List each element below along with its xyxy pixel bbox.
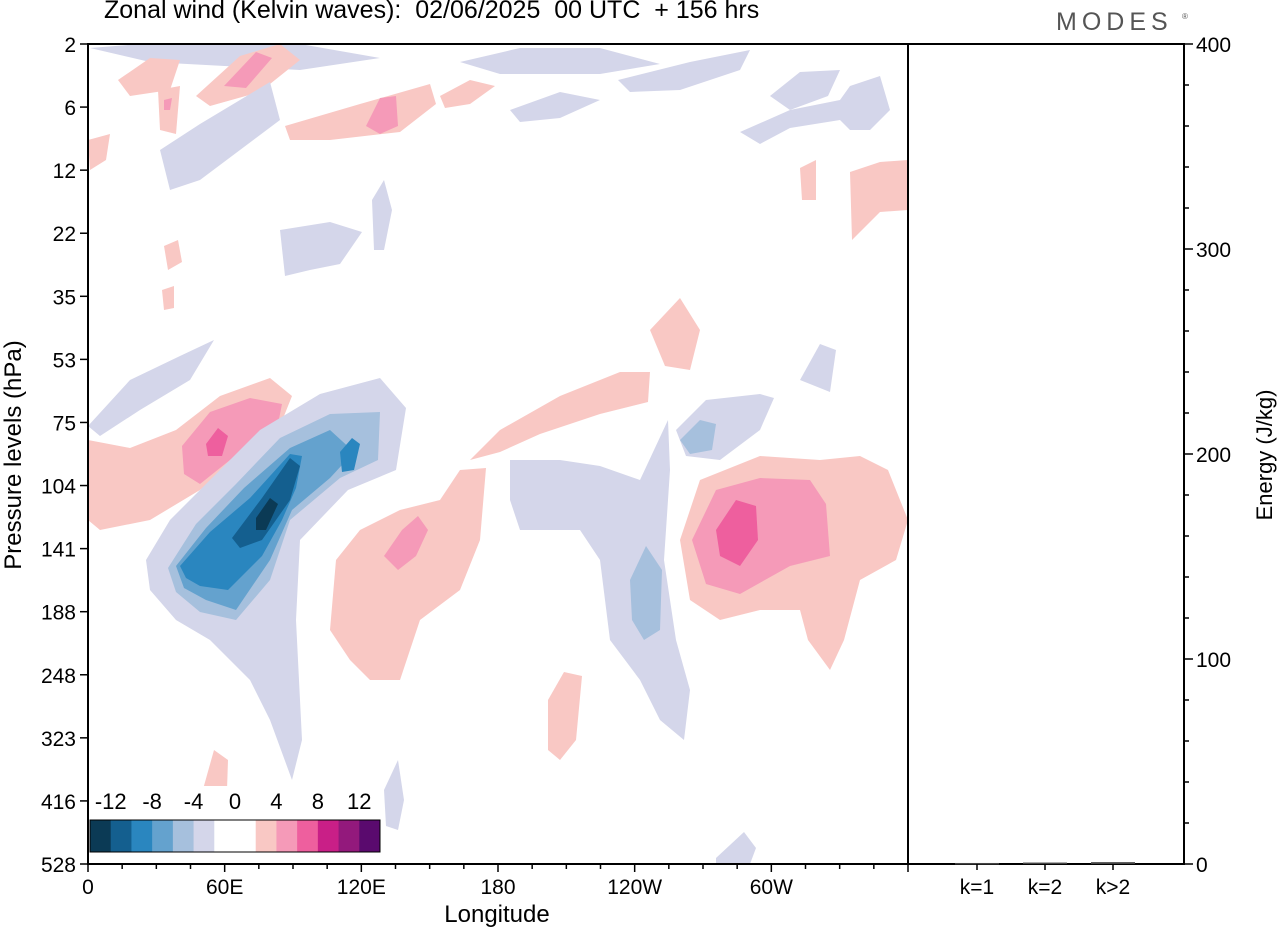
upper-streaks	[88, 44, 908, 310]
bottom-negative-fleck	[716, 832, 756, 864]
brand-registered-mark: ®	[1182, 12, 1188, 21]
energy-category-label: k>2	[1096, 876, 1130, 899]
west-positive-lobe	[88, 378, 292, 530]
y-tick-label: 528	[41, 854, 76, 877]
y-tick-label: 35	[53, 286, 76, 309]
y-tick-label: 75	[53, 412, 76, 435]
west-negative-sliver	[88, 340, 214, 436]
pacific-positive-band	[470, 372, 650, 460]
y-axis-title: Pressure levels (hPa)	[0, 340, 27, 569]
energy-tick-label: 400	[1196, 34, 1231, 57]
negative-spine	[510, 394, 774, 740]
y-tick-label: 188	[41, 602, 76, 625]
energy-tick-label: 300	[1196, 239, 1231, 262]
colorbar-label: -4	[184, 789, 204, 814]
energy-category-label: k=2	[1028, 876, 1062, 899]
energy-category-label: k=1	[960, 876, 994, 899]
energy-axis-title: Energy (J/kg)	[1252, 390, 1277, 521]
y-tick-label: 53	[53, 349, 76, 372]
colorbar-label: 4	[270, 789, 282, 814]
lower-positive-streak	[548, 672, 582, 760]
colorbar-frame	[89, 819, 381, 853]
colorbar: -12 -8 -4 0 4 8 12	[88, 786, 382, 856]
colorbar-label: -8	[142, 789, 162, 814]
y-tick-label: 104	[41, 476, 76, 499]
west-negative-core	[146, 378, 406, 780]
y-tick-label: 323	[41, 728, 76, 751]
energy-bar	[1023, 862, 1067, 865]
x-tick-label: 60E	[206, 876, 243, 899]
y-tick-label: 141	[41, 539, 76, 562]
colorbar-swatch	[172, 820, 195, 852]
x-tick-label: 120W	[607, 876, 662, 899]
energy-panel-frame	[907, 43, 1185, 865]
pacific-positive-plume	[650, 298, 700, 370]
colorbar-swatch	[317, 820, 340, 852]
y-tick-label: 2	[64, 34, 76, 57]
colorbar-swatch	[214, 820, 236, 852]
colorbar-swatch	[338, 820, 360, 852]
colorbar-swatch	[359, 820, 381, 852]
colorbar-swatch	[255, 820, 277, 852]
energy-bar	[1091, 862, 1135, 864]
energy-tick-label: 0	[1196, 854, 1208, 877]
lower-negative-fleck	[384, 760, 404, 830]
east-positive-lobe	[680, 456, 908, 670]
x-tick-label: 60W	[750, 876, 793, 899]
east-negative-fleck	[800, 344, 836, 392]
energy-tick-label: 100	[1196, 649, 1231, 672]
x-tick-label: 180	[480, 876, 515, 899]
y-tick-label: 12	[53, 160, 76, 183]
brand-logo: MODES	[1056, 8, 1173, 36]
energy-tick-label: 200	[1196, 444, 1231, 467]
colorbar-swatch	[235, 820, 257, 852]
x-axis-title: Longitude	[444, 901, 549, 928]
x-tick-label: 0	[82, 876, 94, 899]
y-tick-label: 6	[64, 97, 76, 120]
colorbar-swatch	[276, 820, 298, 852]
energy-bar	[955, 862, 999, 865]
energy-axis: 0 100 200 300 400	[1184, 34, 1231, 877]
colorbar-swatch	[131, 820, 153, 852]
colorbar-swatch	[297, 820, 319, 852]
colorbar-swatch	[193, 820, 215, 852]
central-positive-patch	[330, 468, 486, 680]
x-tick-label: 120E	[337, 876, 386, 899]
energy-bars: k=1 k=2 k>2	[955, 862, 1135, 899]
colorbar-label: -12	[95, 789, 127, 814]
colorbar-label: 8	[312, 789, 324, 814]
pressure-axis: 2 6 12 22 35 53 75 104 141 188 248 323 416 528	[41, 34, 88, 877]
contour-field	[88, 44, 908, 864]
y-tick-label: 22	[53, 223, 76, 246]
colorbar-swatch	[152, 820, 174, 852]
y-tick-label: 416	[41, 791, 76, 814]
colorbar-label: 12	[347, 789, 371, 814]
colorbar-swatch	[110, 820, 132, 852]
y-tick-label: 248	[41, 665, 76, 688]
longitude-axis: 0 60E 120E 180 120W 60W	[82, 864, 909, 899]
chart-title: Zonal wind (Kelvin waves): 02/06/2025 00…	[104, 0, 760, 24]
colorbar-swatch	[90, 820, 112, 852]
colorbar-label: 0	[229, 789, 241, 814]
